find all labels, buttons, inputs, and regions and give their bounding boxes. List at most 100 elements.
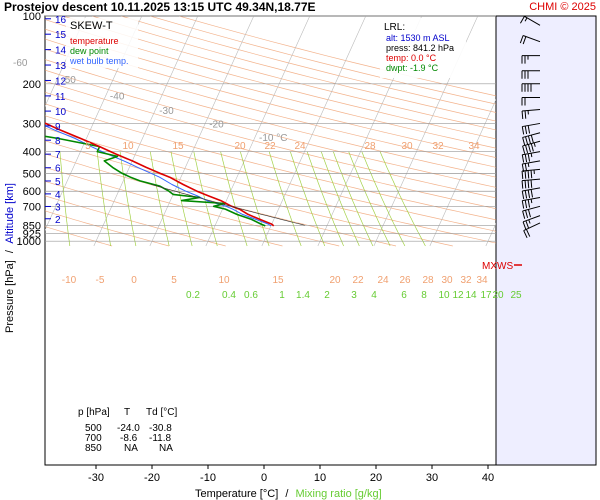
wind-barb — [522, 215, 541, 230]
mixing-ratio-label: 0.2 — [186, 290, 200, 301]
dry-adiabat-label: 22 — [352, 275, 364, 286]
wind-barb-feather — [527, 135, 531, 144]
wind-barb — [521, 178, 541, 189]
credit: CHMI © 2025 — [529, 1, 596, 13]
wind-barb-feather — [523, 230, 528, 239]
dry-adiabat-label: -5 — [96, 275, 105, 286]
dry-adiabat-line — [45, 115, 496, 232]
table-header-t: T — [124, 407, 130, 418]
mixing-ratio-label: 0.4 — [222, 290, 236, 301]
mixing-ratio-line — [119, 151, 137, 247]
legend-box — [66, 18, 138, 68]
wind-barb — [521, 70, 540, 79]
temperature-tick-label: 10 — [314, 472, 326, 484]
mixing-ratio-line — [59, 151, 71, 247]
altitude-tick-label: 11 — [55, 92, 66, 103]
mixing-ratio-label: 14 — [465, 290, 477, 301]
dry-adiabat-label: 28 — [422, 275, 434, 286]
dry-adiabat-line — [45, 167, 340, 247]
lrl-press: press: 841.2 hPa — [386, 43, 454, 53]
isotherm-label: -60 — [13, 58, 28, 69]
temperature-tick-label: -20 — [144, 472, 160, 484]
altitude-tick-label: 8 — [55, 136, 61, 147]
legend-title: SKEW-T — [70, 20, 113, 32]
mixing-ratio-line — [240, 151, 270, 247]
wind-barb-feather — [521, 126, 525, 135]
dry-adiabat-label: 20 — [329, 275, 341, 286]
dry-adiabat-label: 30 — [401, 141, 413, 152]
pressure-tick-label: 400 — [23, 147, 41, 159]
pressure-tick-label: 600 — [23, 186, 41, 198]
altitude-tick-label: 9 — [55, 122, 61, 133]
wind-barb-feather — [524, 110, 527, 119]
mixing-ratio-label: 12 — [452, 290, 464, 301]
wind-barb-feather — [524, 190, 528, 199]
pressure-tick-label: 300 — [23, 118, 41, 130]
dry-adiabat-label: 22 — [264, 141, 276, 152]
wind-barb-feather — [527, 180, 530, 189]
wind-barb-feather — [527, 153, 531, 162]
wind-barb-feather — [527, 170, 530, 179]
wind-barb-feather — [521, 110, 524, 120]
wind-barbs — [519, 15, 541, 239]
wind-barb-staff — [522, 160, 541, 165]
wind-barb-feather — [524, 17, 528, 22]
wind-barb-feather — [528, 219, 531, 224]
dry-adiabat-line — [45, 19, 496, 140]
wind-barb — [521, 122, 541, 135]
wind-barb — [521, 151, 541, 163]
mixing-ratio-line — [268, 151, 302, 247]
legend-temperature: temperature — [70, 36, 119, 46]
dry-adiabat-label: 32 — [460, 275, 472, 286]
mixing-ratio-label: 20 — [492, 290, 504, 301]
mixing-ratio-label: 10 — [438, 290, 450, 301]
wind-barb-feather — [521, 154, 525, 163]
background-lines — [45, 16, 496, 247]
altitude-tick-label: 4 — [55, 190, 61, 201]
dry-adiabat-line — [45, 69, 496, 188]
temperature-tick-label: -10 — [200, 472, 216, 484]
wind-barb-feather — [530, 143, 534, 152]
temperature-tick-label: 0 — [261, 472, 267, 484]
table-header-p: p [hPa] — [78, 407, 110, 418]
wind-barb — [521, 160, 541, 172]
table-cell: -24.0 — [117, 423, 140, 434]
dry-adiabat-label: 32 — [432, 141, 444, 152]
y-axis-label: Pressure [hPa] / Altitude [km] — [4, 183, 16, 333]
dry-adiabat-label: 24 — [377, 275, 389, 286]
dry-adiabat-line — [45, 80, 496, 199]
mixing-ratio-line — [379, 151, 426, 247]
wind-barb-feather — [522, 36, 527, 45]
wind-barb — [521, 83, 540, 92]
isotherm-line — [205, 16, 311, 247]
dry-adiabat-label: 34 — [468, 141, 480, 152]
mixing-ratio-label: 25 — [510, 290, 522, 301]
altitude-tick-label: 3 — [55, 202, 61, 213]
chart-title: Prostejov descent 10.11.2025 13:15 UTC 4… — [4, 0, 316, 14]
lrl-box — [380, 18, 466, 78]
dry-adiabat-line — [45, 103, 496, 221]
isotherm-line — [429, 98, 496, 247]
mixing-ratio-label: 8 — [421, 290, 427, 301]
wind-barb — [522, 205, 541, 219]
x-axis-label: Temperature [°C] / Mixing ratio [g/kg] — [195, 488, 382, 500]
wind-barb-feather — [530, 179, 533, 188]
wind-barb — [523, 222, 541, 239]
parcel-line — [151, 184, 305, 226]
mxws-label: MXWS — [482, 261, 513, 272]
wind-barb — [521, 168, 541, 179]
wind-barb-feather — [524, 180, 527, 189]
axis-ticks: 1002003004005006007008509251000234567891… — [13, 11, 522, 484]
wind-barb-staff — [522, 215, 541, 223]
mixing-ratio-line — [170, 151, 193, 247]
wind-barb-feather — [522, 210, 526, 219]
wind-barb-feather — [527, 144, 531, 153]
wind-barb-feather — [524, 170, 527, 179]
dry-adiabat-label: 30 — [441, 275, 453, 286]
dry-adiabat-line — [45, 38, 496, 158]
mixing-ratio-label: 17 — [480, 290, 492, 301]
mixing-ratio-label: 6 — [401, 290, 407, 301]
wind-barb — [521, 197, 541, 209]
dry-adiabat-label: 24 — [294, 141, 306, 152]
dry-adiabat-label: 15 — [172, 141, 184, 152]
